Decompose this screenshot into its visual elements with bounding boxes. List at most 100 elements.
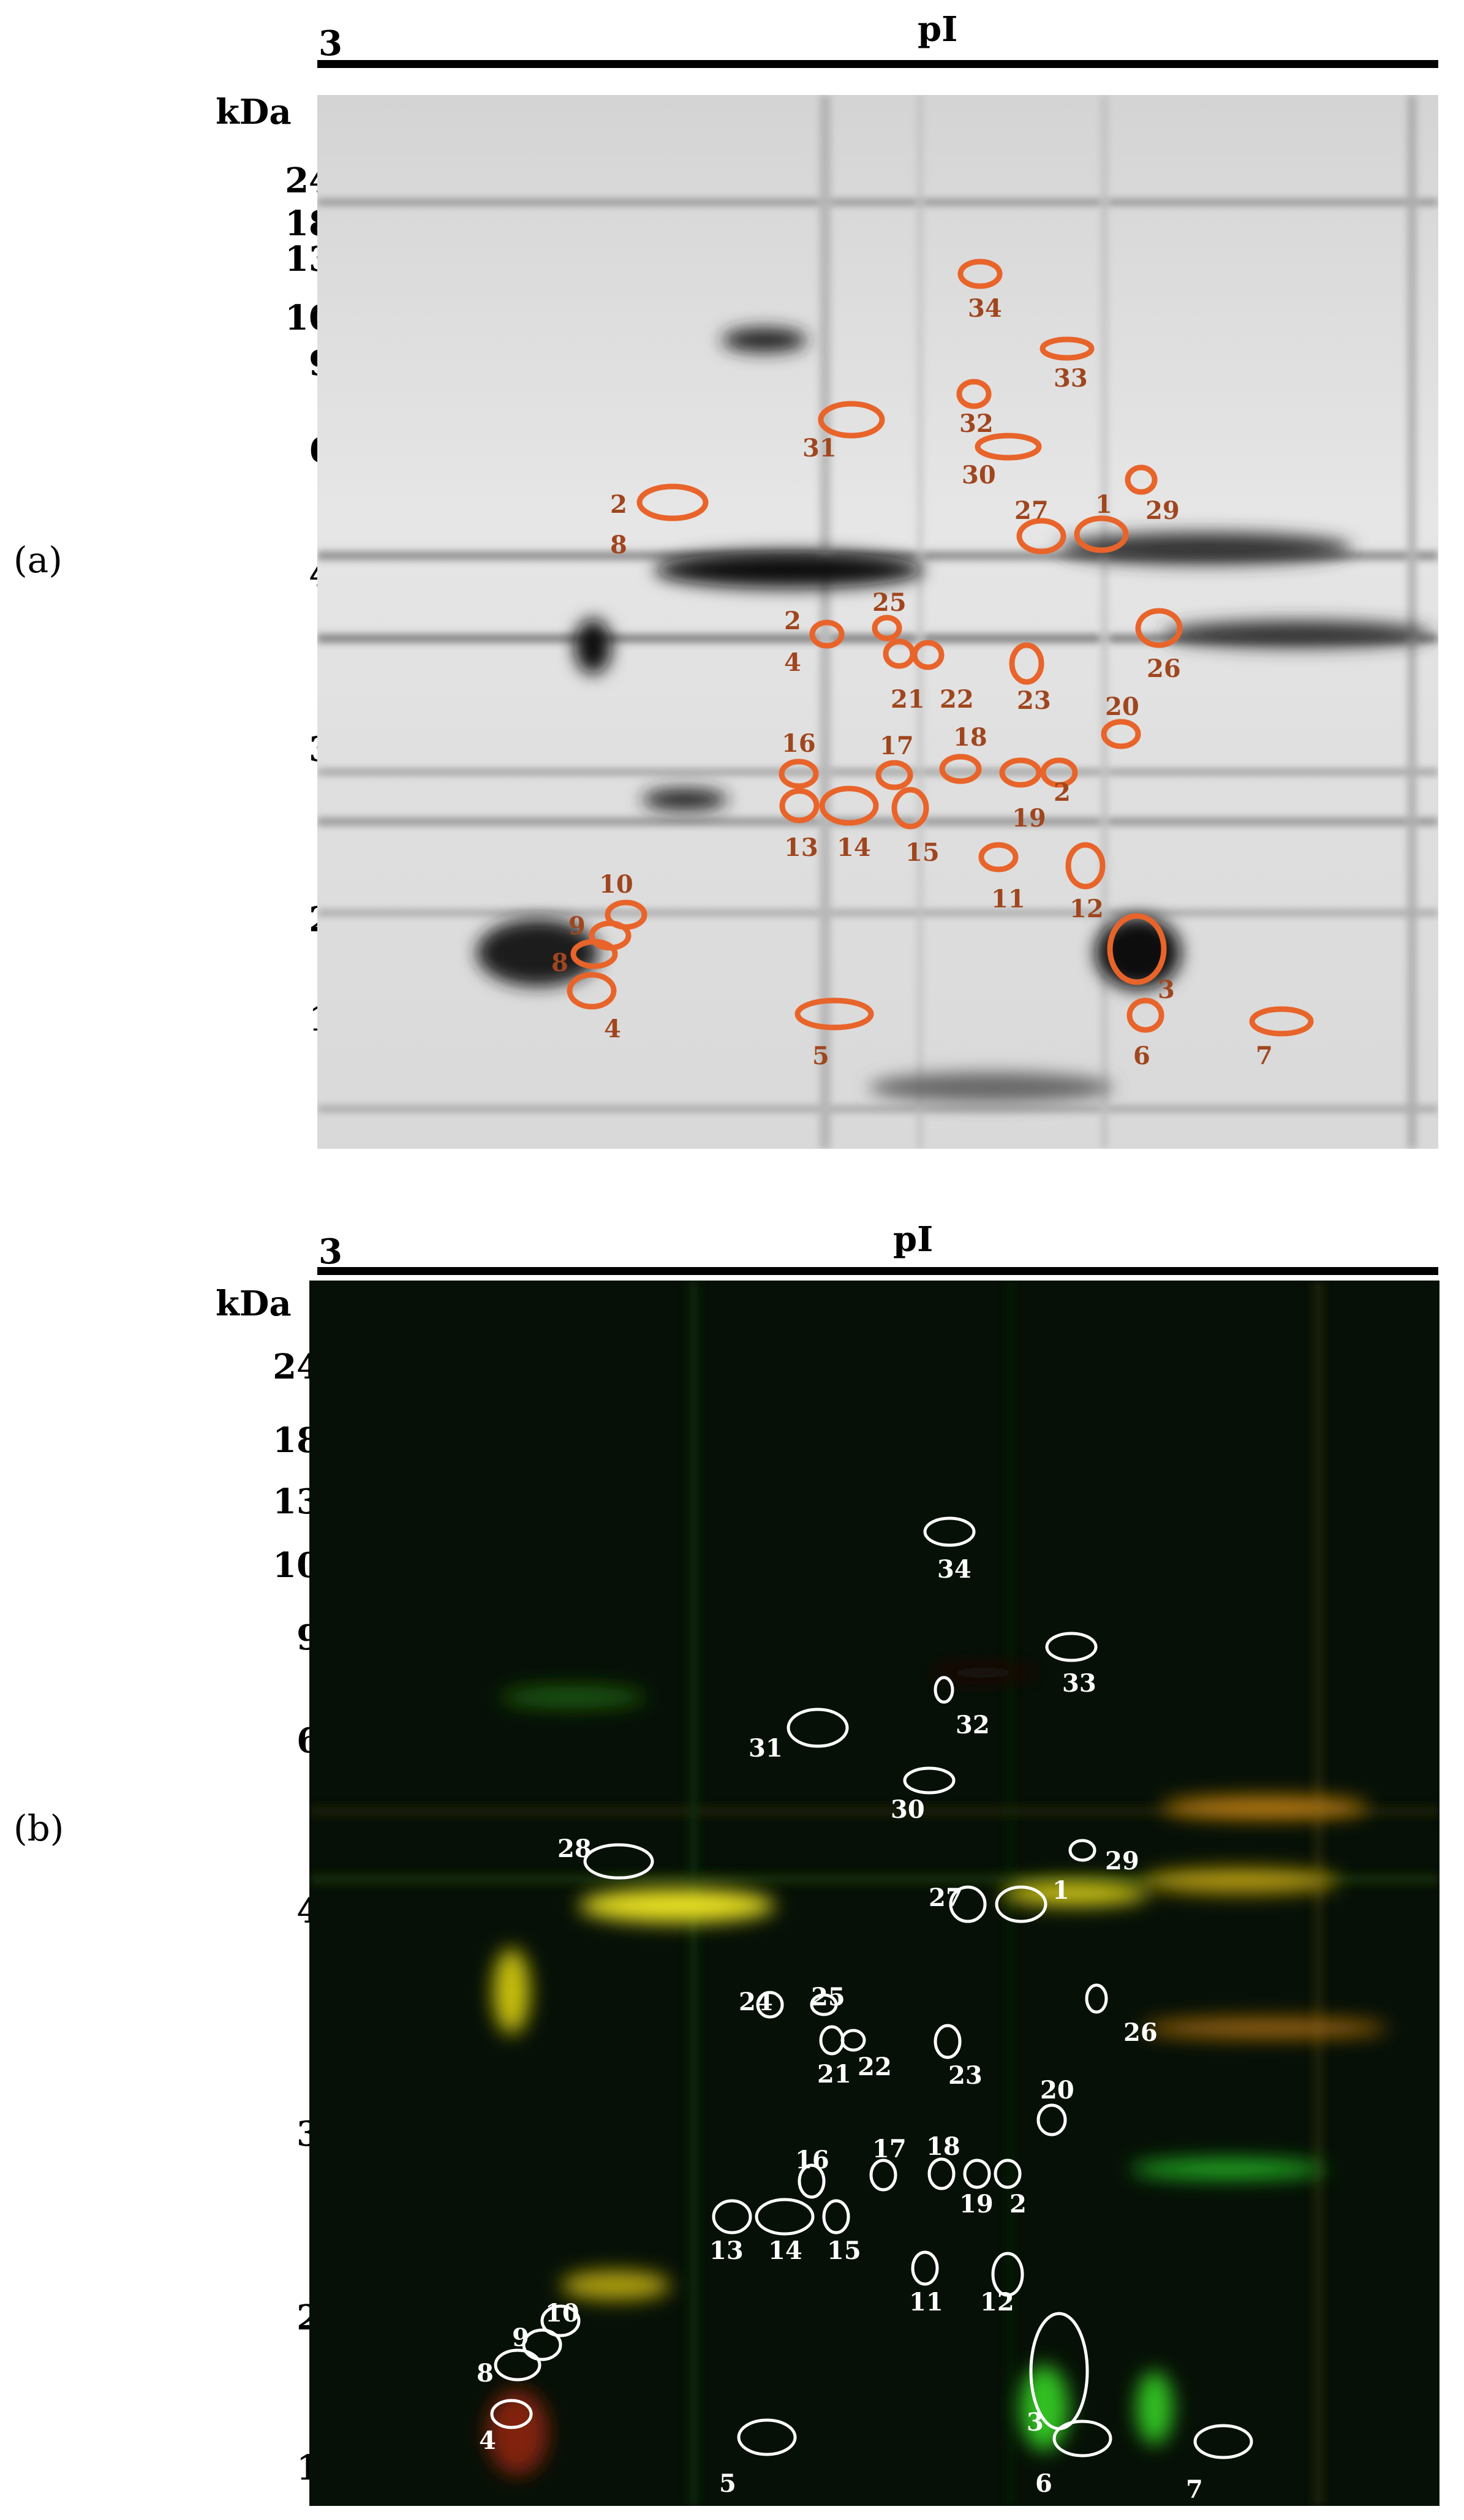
spot-label: 18 — [953, 723, 987, 752]
spot-label: 9 — [512, 2323, 529, 2352]
spot-circle — [540, 2304, 581, 2337]
panel-b-gel-image — [309, 1281, 1439, 2506]
spot-label: 3 — [1158, 975, 1175, 1004]
spot-label: 14 — [768, 2236, 802, 2265]
spot-circle — [927, 2157, 956, 2190]
spot-label: 22 — [858, 2053, 892, 2081]
spot-circle — [840, 2029, 866, 2052]
spot-label: 29 — [1105, 1847, 1139, 1875]
spot-label: 12 — [1070, 895, 1104, 923]
spot-label: 28 — [557, 1834, 592, 1863]
spot-label: 7 — [1186, 2475, 1203, 2504]
panel-b-axis-title: pI — [893, 1219, 934, 1260]
spot-circle — [819, 785, 879, 826]
spot-label: 26 — [1123, 2018, 1158, 2047]
spot-circle — [818, 401, 885, 439]
spot-circle — [995, 1885, 1047, 1923]
spot-circle — [875, 760, 913, 790]
spot-circle — [999, 757, 1042, 788]
spot-circle — [737, 2418, 797, 2456]
spot-circle — [1068, 1839, 1096, 1862]
spot-label: 1 — [1052, 1876, 1070, 1905]
panel-a-axis-start: 3 — [319, 23, 342, 64]
spot-label: 15 — [827, 2236, 861, 2265]
spot-label: 11 — [909, 2288, 943, 2317]
panel-b-spot-circles — [490, 1516, 1253, 2459]
spot-label: 14 — [837, 833, 871, 862]
spot-circle — [810, 1993, 838, 2016]
spot-label: 18 — [926, 2132, 960, 2161]
spot-circle — [963, 2159, 991, 2189]
spot-circle — [1193, 2424, 1253, 2459]
spot-label: 26 — [1147, 654, 1181, 683]
spot-circle — [570, 939, 618, 969]
spot-circle — [1135, 608, 1183, 648]
spot-circle — [1085, 1983, 1108, 2014]
panel-a-gel-image — [317, 95, 1438, 1149]
spot-circle — [787, 1708, 849, 1748]
spot-label: 23 — [1017, 686, 1051, 715]
spot-circle — [991, 2252, 1024, 2297]
spot-circle — [872, 615, 902, 641]
panel-a-mw-unit: kDa — [216, 92, 292, 132]
spot-label: 32 — [956, 1711, 990, 1739]
spot-circle — [978, 842, 1019, 872]
spot-circle — [1052, 2420, 1112, 2458]
panel-a-label: (a) — [13, 539, 62, 581]
spot-label: 19 — [1012, 804, 1046, 833]
spot-label: 10 — [545, 2299, 579, 2328]
spot-label: 9 — [568, 912, 586, 940]
spot-circle — [1009, 642, 1044, 685]
spot-label: 31 — [749, 1734, 783, 1763]
spot-label: 24 — [739, 1988, 773, 2016]
spot-label: 15 — [905, 838, 940, 867]
spot-circle — [756, 1991, 784, 2019]
spot-circle — [994, 2159, 1022, 2189]
spot-circle — [957, 259, 1003, 289]
spot-label: 2 — [1054, 778, 1071, 807]
spot-circle — [911, 640, 945, 670]
spot-circle — [1074, 515, 1129, 553]
spot-label: 8 — [610, 531, 627, 559]
spot-label: 6 — [1133, 1042, 1150, 1070]
spot-label: 23 — [948, 2061, 983, 2090]
panel-a-spot-circles — [567, 259, 1314, 1037]
spot-circle — [949, 1885, 987, 1923]
panel-b-axis-bar — [317, 1267, 1438, 1275]
spot-circle — [1040, 757, 1078, 788]
spot-circle — [1126, 997, 1164, 1033]
panel-a-axis-bar — [317, 60, 1438, 68]
spot-circle — [911, 2250, 939, 2286]
spot-label: 13 — [709, 2236, 744, 2265]
spot-circle — [819, 2025, 845, 2056]
spot-label: 19 — [959, 2190, 994, 2219]
spot-circle — [1065, 842, 1106, 890]
spot-circle — [934, 1676, 954, 1704]
spot-label: 20 — [1105, 692, 1139, 721]
spot-label: 34 — [937, 1555, 972, 1584]
spot-label: 2 — [784, 607, 801, 635]
spot-circle — [809, 619, 845, 649]
spot-circle — [794, 997, 874, 1031]
spot-circle — [1045, 1632, 1098, 1662]
spot-label: 2 — [1009, 2190, 1027, 2219]
spot-circle — [883, 638, 916, 669]
spot-circle — [1107, 913, 1167, 985]
spot-label: 16 — [782, 729, 816, 758]
spot-circle — [712, 2199, 752, 2234]
spot-circle — [779, 759, 819, 789]
spot-label: 30 — [891, 1795, 925, 1824]
panel-b-mw-unit: kDa — [216, 1284, 292, 1324]
spot-circle — [975, 433, 1042, 461]
spot-circle — [939, 754, 982, 784]
spot-circle — [567, 972, 617, 1010]
spot-label: 7 — [1256, 1042, 1273, 1070]
spot-label: 33 — [1062, 1669, 1096, 1698]
spot-circle — [923, 1516, 976, 1547]
spot-label: 16 — [795, 2146, 829, 2174]
spot-label: 21 — [891, 685, 925, 714]
spot-circle — [869, 2159, 897, 2192]
spot-label: 31 — [802, 434, 837, 463]
spot-circle — [1249, 1006, 1314, 1037]
spot-circle — [1036, 2103, 1067, 2136]
